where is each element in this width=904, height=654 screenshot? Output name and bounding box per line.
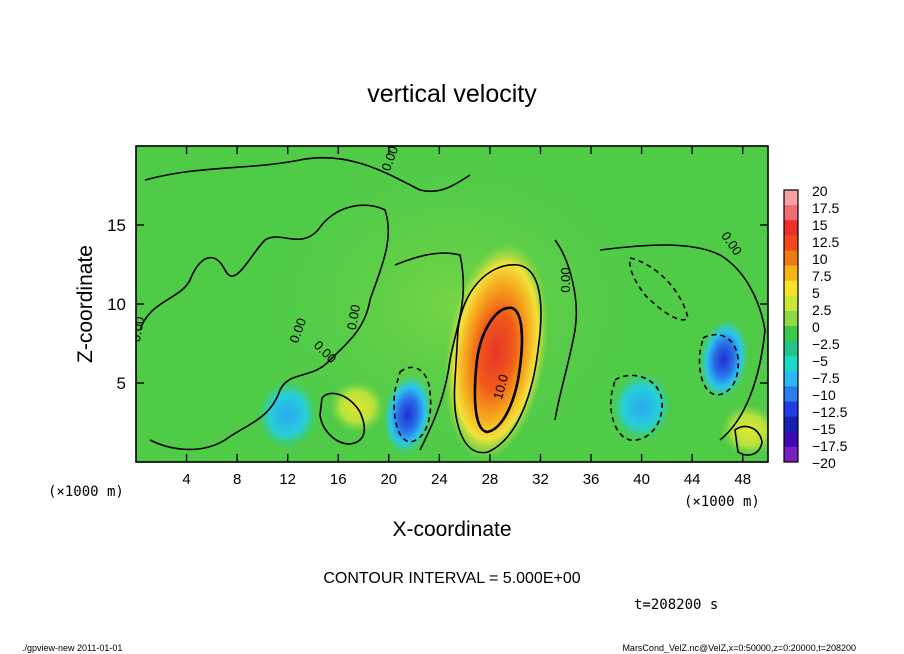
colorbar-label: 15: [812, 217, 828, 233]
field-downdraft: [611, 372, 672, 441]
colorbar-label: −20: [812, 455, 836, 471]
contour-updraft-weak-b: [734, 425, 763, 456]
colorbar-label: −5: [812, 353, 828, 369]
x-tick-label: 12: [279, 471, 296, 488]
colorbar-label: −15: [812, 421, 836, 437]
contour-zero-top: [144, 156, 471, 193]
x-tick-label: 20: [380, 471, 397, 488]
contour-zero-right: [554, 239, 578, 421]
x-axis-label: X-coordinate: [392, 518, 511, 541]
x-tick-label: 36: [583, 471, 600, 488]
colorbar-swatch: [784, 386, 798, 403]
colorbar-swatch: [784, 416, 798, 433]
colorbar-label: 17.5: [812, 200, 839, 216]
time-stamp: t=208200 s: [634, 597, 718, 613]
y-tick-label: 15: [107, 216, 126, 235]
colorbar-label: −17.5: [812, 438, 848, 454]
colorbar-swatch: [784, 280, 798, 297]
field-downdraft: [383, 374, 433, 455]
contour-updraft-weak-a: [319, 392, 366, 445]
colorbar-swatch: [784, 205, 798, 221]
colorbar-label: 0: [812, 319, 820, 335]
colorbar-label: 10: [812, 251, 828, 267]
field-features: [252, 146, 768, 462]
colorbar-swatch: [784, 356, 798, 372]
colorbar-label: 7.5: [812, 268, 832, 284]
colorbar-swatch: [784, 220, 798, 236]
y-axis: 5 10 15: [107, 216, 768, 393]
contour-label: 0.00: [558, 267, 573, 292]
colorbar-label: −10: [812, 387, 836, 403]
x-tick-label: 44: [684, 471, 701, 488]
colorbar-label: 5: [812, 285, 820, 301]
colorbar-label: −7.5: [812, 370, 840, 386]
colorbar-label: 12.5: [812, 234, 839, 250]
x-tick-label: 16: [330, 471, 347, 488]
colorbar-label: 2.5: [812, 302, 832, 318]
colorbar-swatch: [784, 341, 798, 357]
colorbar-swatch: [784, 310, 798, 327]
footer-left: ./gpview-new 2011-01-01: [22, 643, 122, 653]
y-axis-label: Z-coordinate: [74, 245, 97, 363]
y-tick-label: 10: [107, 295, 126, 314]
x-tick-label: 8: [233, 471, 241, 488]
footer-right: MarsCond_VelZ.nc@VelZ,x=0:50000,z=0:2000…: [622, 643, 856, 653]
contour-updraft-5: [453, 264, 542, 454]
colorbar-swatch: [784, 371, 798, 387]
colorbar-swatch: [784, 250, 798, 267]
colorbar-swatch: [784, 235, 798, 251]
x-tick-label: 4: [182, 471, 190, 488]
x-axis: 4 8 12 16 20 24 28 32 36 40 44 48: [182, 146, 751, 488]
colorbar-label: −2.5: [812, 336, 840, 352]
contour-zero-left: [139, 204, 390, 451]
contour-downdraft-a: [393, 366, 432, 443]
contour-label: 0.00: [344, 303, 363, 331]
colorbar-swatch: [784, 265, 798, 282]
x-tick-label: 28: [482, 471, 499, 488]
colorbar-swatch: [784, 446, 798, 463]
contour-downdraft-d: [628, 257, 689, 321]
chart-title: vertical velocity: [367, 80, 537, 108]
x-tick-label: 40: [633, 471, 650, 488]
contour-label: 0.00: [128, 315, 147, 343]
field-downdraft: [699, 319, 749, 400]
field-updraft: [444, 242, 549, 461]
colorbar-swatch: [784, 326, 798, 342]
y-tick-label: 5: [117, 374, 126, 393]
x-axis-unit: (×1000 m): [48, 484, 124, 500]
colorbar-label: 20: [812, 183, 828, 199]
x-tick-label: 32: [532, 471, 549, 488]
field-downdraft: [257, 380, 318, 449]
colorbar-frame: [783, 189, 799, 463]
colorbar-label: −12.5: [812, 404, 848, 420]
contour-interval-note: CONTOUR INTERVAL = 5.000E+00: [323, 570, 580, 587]
x-tick-label: 48: [734, 471, 751, 488]
colorbar-swatch: [784, 431, 798, 448]
contour-downdraft-c: [610, 374, 663, 441]
z-axis-unit: (×1000 m): [684, 494, 760, 510]
contour-zero-far: [599, 244, 766, 441]
colorbar-swatch: [784, 190, 798, 206]
contour-lines: [139, 156, 766, 456]
contour-updraft-10: [473, 306, 524, 434]
colorbar-swatch: [784, 401, 798, 418]
colorbar: 2017.51512.5107.552.50−2.5−5−7.5−10−12.5…: [783, 183, 848, 471]
contour-label: 10.0: [490, 373, 511, 401]
colorbar-swatch: [784, 295, 798, 312]
x-tick-label: 24: [431, 471, 448, 488]
field-updraft: [721, 404, 768, 457]
